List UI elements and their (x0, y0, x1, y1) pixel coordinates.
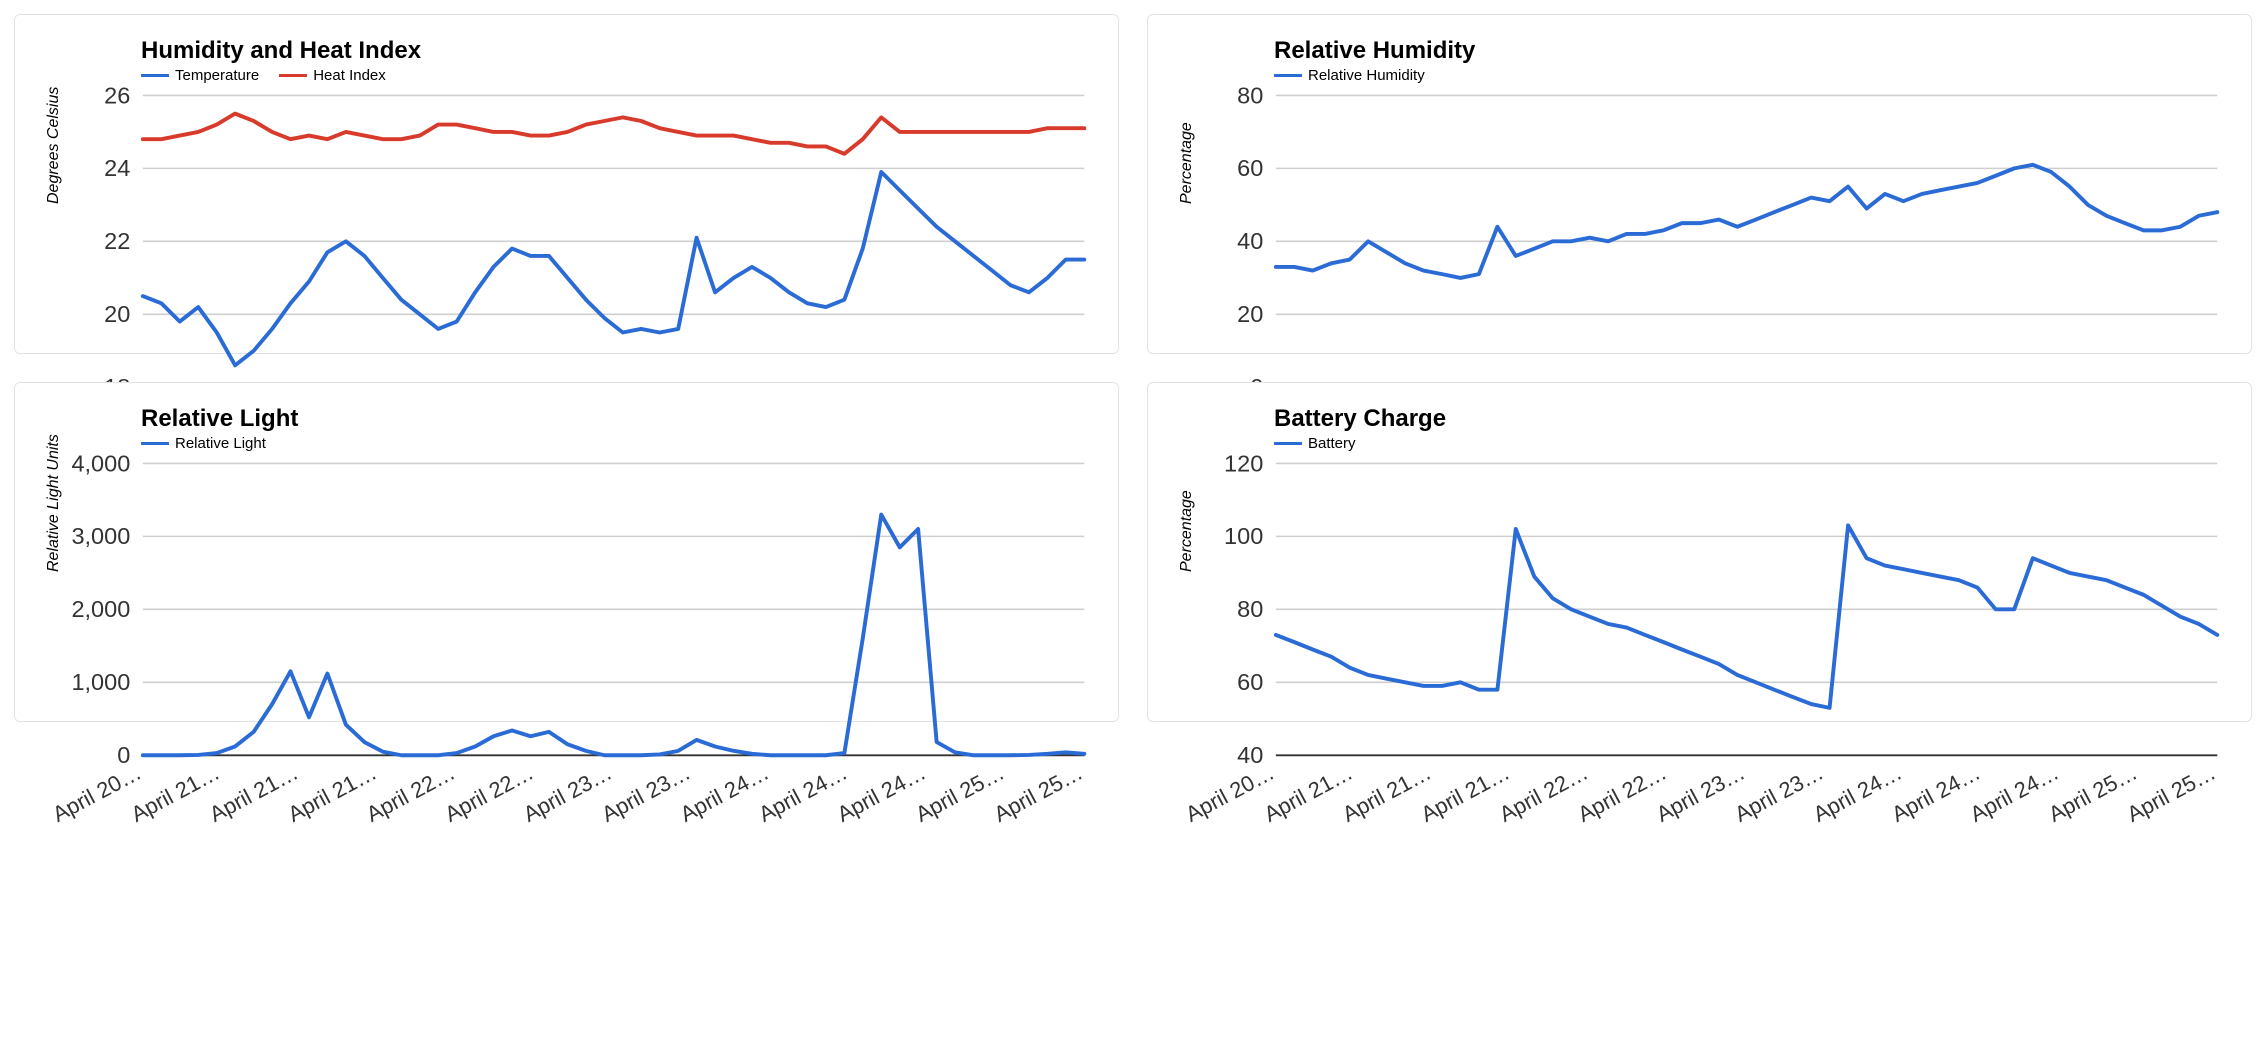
svg-text:24: 24 (104, 155, 130, 181)
legend-swatch (141, 442, 169, 445)
svg-text:100: 100 (1224, 523, 1263, 549)
svg-text:20: 20 (1237, 301, 1263, 327)
legend-swatch (279, 74, 307, 77)
svg-text:April 22…: April 22… (441, 760, 538, 827)
svg-text:80: 80 (1237, 596, 1263, 622)
card-relative-humidity: Relative Humidity Relative Humidity Perc… (1147, 14, 2252, 354)
card-relative-light: Relative Light Relative Light Relative L… (14, 382, 1119, 722)
svg-text:April 24…: April 24… (833, 760, 930, 827)
legend-label: Battery (1308, 435, 1356, 452)
legend-item-relative-humidity[interactable]: Relative Humidity (1274, 67, 1425, 84)
svg-text:120: 120 (1224, 454, 1263, 476)
svg-text:April 24…: April 24… (676, 760, 773, 827)
legend-swatch (1274, 74, 1302, 77)
svg-text:4,000: 4,000 (71, 454, 130, 476)
svg-text:April 20…: April 20… (48, 760, 145, 827)
chart-svg-battery[interactable]: 406080100120April 20…April 21…April 21…A… (1166, 454, 2233, 846)
svg-text:April 24…: April 24… (754, 760, 851, 827)
svg-text:April 21…: April 21… (1338, 760, 1435, 827)
svg-text:April 25…: April 25… (990, 760, 1087, 827)
card-humidity-heat: Humidity and Heat Index Temperature Heat… (14, 14, 1119, 354)
legend-item-temperature[interactable]: Temperature (141, 67, 259, 84)
legend-label: Heat Index (313, 67, 386, 84)
chart-title: Relative Humidity (1274, 37, 2233, 65)
legend-item-battery[interactable]: Battery (1274, 435, 1356, 452)
chart-svg-relative-light[interactable]: 01,0002,0003,0004,000April 20…April 21…A… (33, 454, 1100, 846)
legend: Temperature Heat Index (141, 67, 1100, 84)
svg-text:40: 40 (1237, 228, 1263, 254)
card-battery: Battery Charge Battery Percentage 406080… (1147, 382, 2252, 722)
svg-text:April 25…: April 25… (2044, 760, 2141, 827)
y-axis-label: Degrees Celsius (45, 87, 63, 204)
chart-title: Battery Charge (1274, 405, 2233, 433)
legend-label: Temperature (175, 67, 259, 84)
legend-swatch (1274, 442, 1302, 445)
svg-text:April 22…: April 22… (362, 760, 459, 827)
svg-text:April 21…: April 21… (1260, 760, 1357, 827)
legend-swatch (141, 74, 169, 77)
svg-text:April 22…: April 22… (1495, 760, 1592, 827)
legend-label: Relative Light (175, 435, 266, 452)
svg-text:22: 22 (104, 228, 130, 254)
svg-text:1,000: 1,000 (71, 669, 130, 695)
svg-text:April 20…: April 20… (1181, 760, 1278, 827)
svg-text:2,000: 2,000 (71, 596, 130, 622)
svg-text:April 23…: April 23… (1652, 760, 1749, 827)
svg-text:April 24…: April 24… (1966, 760, 2063, 827)
svg-text:60: 60 (1237, 155, 1263, 181)
legend-item-relative-light[interactable]: Relative Light (141, 435, 266, 452)
chart-title: Relative Light (141, 405, 1100, 433)
svg-text:April 21…: April 21… (284, 760, 381, 827)
y-axis-label: Relative Light Units (45, 434, 63, 572)
svg-text:26: 26 (104, 86, 130, 108)
svg-text:April 21…: April 21… (205, 760, 302, 827)
svg-text:20: 20 (104, 301, 130, 327)
y-axis-label: Percentage (1178, 490, 1196, 572)
svg-text:April 23…: April 23… (1731, 760, 1828, 827)
svg-text:April 24…: April 24… (1887, 760, 1984, 827)
svg-text:April 25…: April 25… (911, 760, 1008, 827)
svg-text:60: 60 (1237, 669, 1263, 695)
y-axis-label: Percentage (1178, 122, 1196, 204)
svg-text:April 24…: April 24… (1809, 760, 1906, 827)
legend: Relative Humidity (1274, 67, 2233, 84)
svg-text:April 21…: April 21… (127, 760, 224, 827)
chart-title: Humidity and Heat Index (141, 37, 1100, 65)
dashboard-grid: Humidity and Heat Index Temperature Heat… (0, 0, 2266, 736)
svg-text:April 23…: April 23… (598, 760, 695, 827)
svg-text:April 21…: April 21… (1417, 760, 1514, 827)
legend: Battery (1274, 435, 2233, 452)
svg-text:April 23…: April 23… (519, 760, 616, 827)
legend: Relative Light (141, 435, 1100, 452)
svg-text:April 22…: April 22… (1574, 760, 1671, 827)
legend-item-heat-index[interactable]: Heat Index (279, 67, 386, 84)
svg-text:3,000: 3,000 (71, 523, 130, 549)
svg-text:80: 80 (1237, 86, 1263, 108)
svg-text:April 25…: April 25… (2123, 760, 2220, 827)
legend-label: Relative Humidity (1308, 67, 1425, 84)
